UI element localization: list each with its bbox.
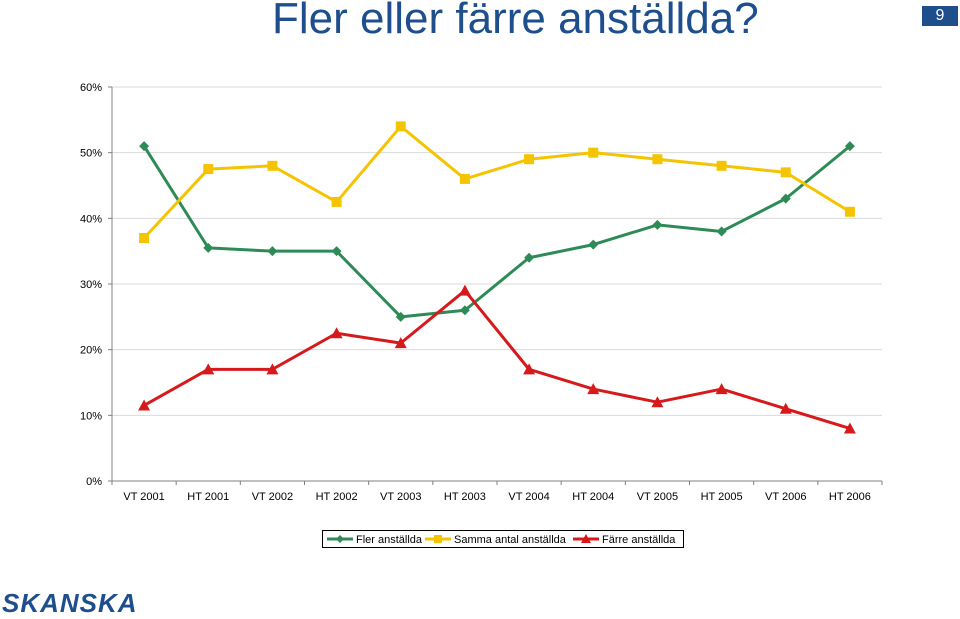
- data-point-diamond: [267, 246, 278, 257]
- data-point-diamond: [652, 219, 663, 230]
- data-point-triangle: [266, 363, 279, 375]
- x-tick-label: HT 2005: [701, 491, 743, 503]
- x-tick-label: HT 2002: [316, 491, 358, 503]
- x-tick-label: HT 2004: [572, 491, 614, 503]
- data-point-square: [716, 160, 727, 171]
- y-tick-label: 30%: [80, 279, 102, 291]
- slide-title: Fler eller färre anställda?: [272, 0, 759, 43]
- data-point-triangle: [138, 399, 151, 411]
- data-point-diamond: [780, 193, 791, 204]
- legend-label: Samma antal anställda: [454, 534, 567, 546]
- x-tick-label: VT 2002: [252, 491, 293, 503]
- y-tick-label: 0%: [86, 476, 102, 488]
- series-line: [143, 289, 851, 430]
- skanska-logo: SKANSKA: [2, 588, 138, 618]
- legend-label: Fler anställda: [356, 534, 423, 546]
- data-point-triangle: [523, 363, 536, 375]
- y-tick-label: 60%: [80, 82, 102, 94]
- data-point-diamond: [844, 141, 855, 152]
- data-point-square: [652, 154, 663, 165]
- data-point-square: [331, 196, 342, 207]
- data-point-square: [395, 121, 406, 132]
- data-point-diamond: [524, 252, 535, 263]
- data-point-diamond: [331, 246, 342, 257]
- data-point-square: [459, 173, 470, 184]
- x-tick-label: VT 2006: [765, 491, 806, 503]
- y-tick-label: 20%: [80, 345, 102, 357]
- data-point-diamond: [139, 141, 150, 152]
- page-number-badge: 9: [922, 6, 958, 26]
- data-point-triangle: [843, 422, 856, 434]
- y-tick-label: 10%: [80, 410, 102, 422]
- data-point-triangle: [394, 337, 407, 349]
- data-point-triangle: [651, 396, 664, 408]
- data-point-triangle: [779, 402, 792, 414]
- data-point-square: [267, 160, 278, 171]
- chart-legend: Fler anställda Samma antal anställda Färre…: [322, 530, 684, 548]
- x-tick-label: VT 2004: [508, 491, 549, 503]
- data-point-triangle: [581, 534, 591, 543]
- data-point-triangle: [458, 284, 471, 296]
- data-point-triangle: [202, 363, 215, 375]
- series-line: [142, 124, 851, 240]
- data-point-square: [588, 147, 599, 158]
- x-tick-label: VT 2005: [637, 491, 678, 503]
- x-tick-label: HT 2001: [187, 491, 229, 503]
- y-tick-label: 40%: [80, 213, 102, 225]
- data-point-square: [524, 154, 535, 165]
- x-tick-label: VT 2001: [123, 491, 164, 503]
- y-tick-label: 50%: [80, 148, 102, 160]
- data-point-square: [434, 535, 442, 543]
- x-tick-label: HT 2003: [444, 491, 486, 503]
- data-point-diamond: [459, 305, 470, 316]
- legend-label: Färre anställda: [602, 534, 676, 546]
- data-point-diamond: [395, 311, 406, 322]
- data-point-square: [139, 233, 150, 244]
- data-point-square: [844, 206, 855, 217]
- data-point-triangle: [330, 327, 343, 339]
- data-point-diamond: [336, 535, 344, 543]
- x-tick-label: HT 2006: [829, 491, 871, 503]
- series-line: [142, 144, 851, 319]
- data-point-diamond: [203, 242, 214, 253]
- x-tick-label: VT 2003: [380, 491, 421, 503]
- data-point-diamond: [716, 226, 727, 237]
- data-point-square: [780, 167, 791, 178]
- data-point-square: [203, 164, 214, 175]
- data-point-triangle: [587, 383, 600, 395]
- data-point-triangle: [715, 383, 728, 395]
- data-point-diamond: [588, 239, 599, 250]
